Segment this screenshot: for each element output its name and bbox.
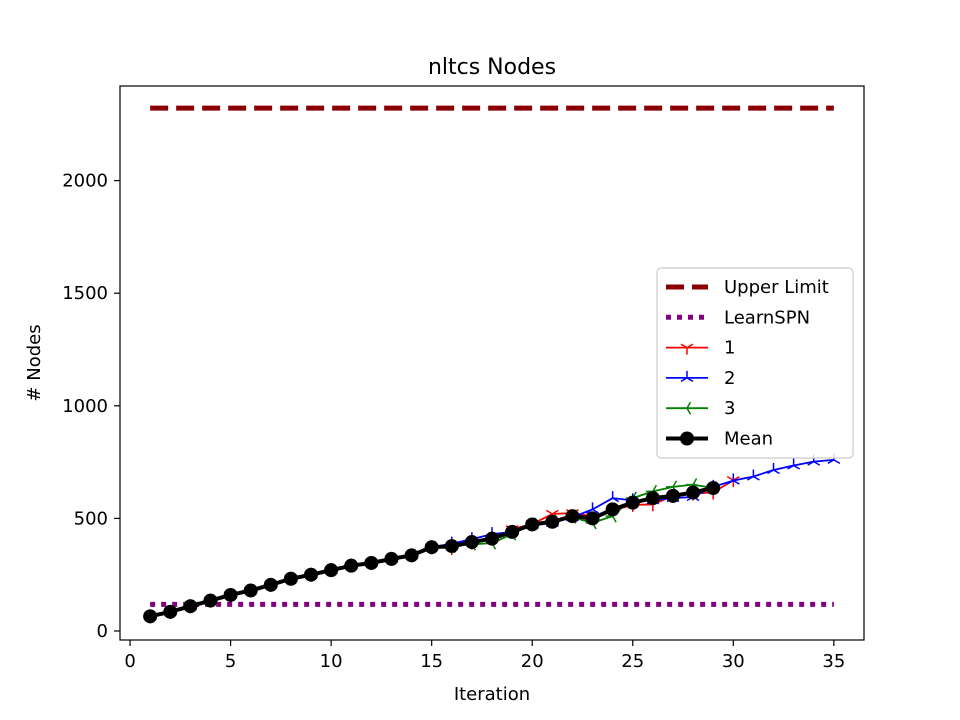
point-mean-21 [545, 514, 560, 529]
point-mean-16 [444, 539, 459, 554]
point-mean-24 [605, 502, 620, 517]
legend-label-2: 2 [724, 368, 735, 389]
point-mean-14 [404, 548, 419, 563]
legend-label-3: 3 [724, 398, 735, 419]
point-2-32 [767, 462, 780, 475]
x-axis-label: Iteration [454, 684, 530, 705]
y-tick-label-0: 0 [97, 621, 108, 642]
point-mean-13 [384, 551, 399, 566]
chart-title: nltcs Nodes [428, 55, 556, 80]
legend-entry-mean: Mean [666, 429, 773, 450]
point-2-23 [586, 502, 599, 514]
point-mean-7 [263, 577, 278, 592]
point-mean-29 [706, 480, 721, 495]
point-mean-20 [525, 517, 540, 532]
y-tick-label-1000: 1000 [62, 396, 108, 417]
point-mean-4 [203, 593, 218, 608]
point-mean-1 [143, 609, 158, 624]
point-mean-18 [485, 531, 499, 546]
point-2-33 [787, 458, 801, 470]
point-mean-10 [324, 563, 339, 578]
x-tick-label-15: 15 [420, 651, 443, 672]
legend-marker-1 [680, 343, 694, 355]
legend-entry-upper-limit: Upper Limit [666, 277, 829, 298]
x-tick-label-20: 20 [521, 651, 544, 672]
point-mean-17 [464, 535, 479, 550]
y-tick-label-2000: 2000 [62, 171, 108, 192]
point-mean-19 [505, 524, 520, 539]
x-tick-label-25: 25 [621, 651, 644, 672]
point-mean-2 [163, 604, 178, 619]
point-2-30 [726, 473, 740, 485]
axes-frame [119, 85, 865, 641]
point-mean-6 [243, 583, 258, 598]
x-tick-label-5: 5 [225, 651, 236, 672]
legend-marker-mean [680, 431, 694, 446]
x-tick-label-30: 30 [722, 651, 745, 672]
point-mean-12 [364, 555, 379, 570]
point-2-24 [606, 491, 620, 503]
plot-layer [143, 105, 841, 624]
point-mean-15 [424, 540, 439, 555]
series-mean [143, 480, 721, 624]
legend-entry-1: 1 [666, 338, 735, 359]
point-mean-25 [625, 495, 640, 510]
x-tick-label-10: 10 [320, 651, 343, 672]
x-tick-label-0: 0 [124, 651, 135, 672]
y-tick-label-1500: 1500 [62, 283, 108, 304]
point-2-31 [746, 469, 760, 481]
legend-label-learnspn: LearnSPN [724, 307, 810, 328]
point-mean-23 [585, 511, 600, 526]
legend: Upper Limit LearnSPN 1 2 3 Mean [656, 267, 854, 459]
legend-label-1: 1 [724, 338, 735, 359]
legend-box [656, 267, 854, 459]
point-mean-27 [665, 488, 680, 503]
legend-entry-3: 3 [666, 398, 735, 419]
legend-marker-2 [680, 370, 694, 383]
y-tick-label-500: 500 [74, 508, 108, 529]
y-axis-label: # Nodes [24, 324, 45, 401]
x-tick-label-35: 35 [822, 651, 845, 672]
point-mean-3 [183, 599, 198, 614]
point-mean-11 [344, 558, 359, 573]
point-mean-26 [645, 491, 660, 506]
legend-marker-3 [680, 401, 692, 415]
legend-label-mean: Mean [724, 429, 773, 450]
point-mean-22 [565, 509, 580, 524]
legend-entry-learnspn: LearnSPN [666, 307, 810, 328]
point-mean-9 [304, 567, 319, 582]
point-mean-28 [686, 485, 701, 500]
point-mean-8 [283, 571, 298, 586]
legend-label-upper-limit: Upper Limit [724, 277, 829, 298]
ticks-layer: 0 5 10 15 20 25 30 35 0 500 1000 1500 2000 [62, 171, 845, 672]
point-mean-5 [223, 587, 238, 602]
legend-entry-2: 2 [666, 368, 735, 389]
